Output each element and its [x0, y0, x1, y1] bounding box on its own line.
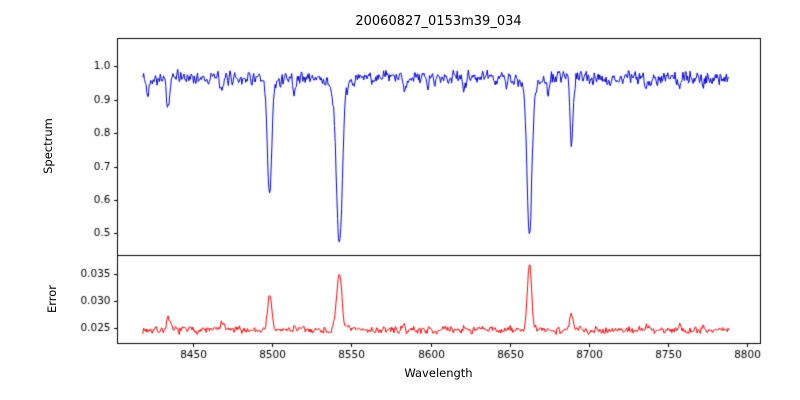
x-axis-label: Wavelength: [404, 366, 473, 380]
plot-title: 20060827_0153m39_034: [355, 14, 522, 29]
spectrum-y-axis-label: Spectrum: [41, 118, 55, 174]
error-y-axis-label: Error: [45, 284, 59, 314]
